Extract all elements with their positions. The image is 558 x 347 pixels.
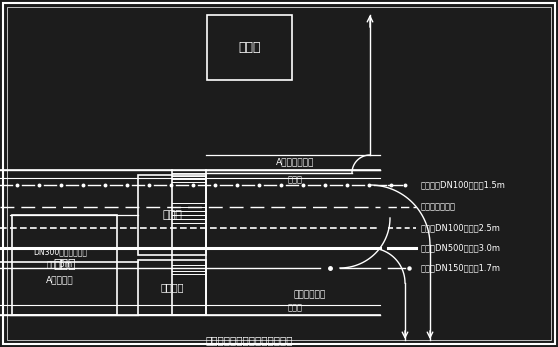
Bar — [138, 175, 206, 255]
Text: A公司围栏: A公司围栏 — [46, 276, 74, 285]
Text: 工正作坑: 工正作坑 — [160, 282, 184, 293]
Text: 办公楼: 办公楼 — [238, 41, 261, 54]
Text: 城市道路中心轴: 城市道路中心轴 — [421, 203, 456, 212]
Text: 人行道: 人行道 — [287, 304, 302, 313]
Text: DN300穿路保温管道: DN300穿路保温管道 — [33, 247, 87, 256]
Bar — [207, 15, 292, 80]
Text: 埋深约5m: 埋深约5m — [47, 260, 73, 269]
Text: 综合楼: 综合楼 — [53, 259, 76, 271]
Text: 中水水管DN100，埋深1.5m: 中水水管DN100，埋深1.5m — [421, 180, 506, 189]
Bar — [138, 260, 206, 315]
Text: 给水管DN150，埋深1.7m: 给水管DN150，埋深1.7m — [421, 263, 501, 272]
Text: 污水管DN100，埋深2.5m: 污水管DN100，埋深2.5m — [421, 223, 501, 232]
Text: A公司内部道路: A公司内部道路 — [276, 158, 314, 167]
Text: 公共视频广场: 公共视频广场 — [294, 290, 326, 299]
Bar — [12, 215, 117, 315]
Text: 人行道: 人行道 — [287, 176, 302, 185]
Text: 顶力管道过道路平面布置示意图: 顶力管道过道路平面布置示意图 — [205, 335, 293, 345]
Text: 给水管DN500，埋深3.0m: 给水管DN500，埋深3.0m — [421, 244, 501, 253]
Text: 工作坑: 工作坑 — [162, 210, 182, 220]
